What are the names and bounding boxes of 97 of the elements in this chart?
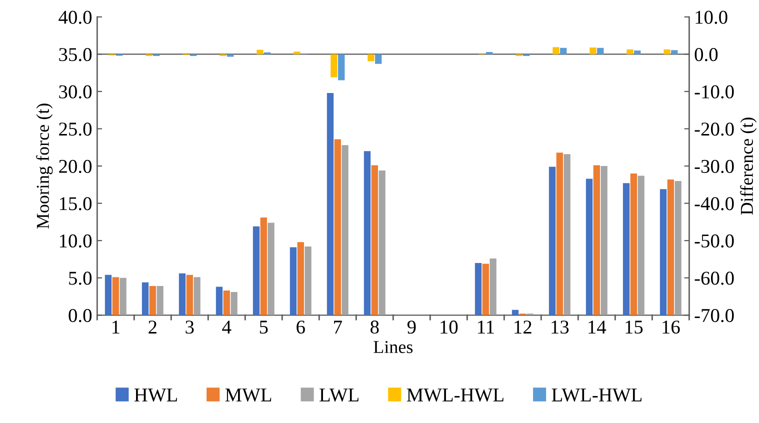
bar — [630, 173, 637, 316]
y-tick-label: 0.0 — [68, 308, 92, 322]
bar — [178, 273, 186, 316]
y2-tick-label: -10.0 — [694, 85, 734, 98]
x-tick-label: 7 — [334, 320, 342, 334]
bar — [268, 222, 274, 316]
bar — [375, 54, 382, 64]
x-tick-label: 11 — [478, 320, 494, 334]
bar — [552, 47, 560, 54]
x-tick-label: 15 — [626, 320, 643, 334]
bar — [548, 166, 556, 316]
x-tick-label: 9 — [407, 320, 416, 334]
y-tick-label: 10.0 — [60, 234, 92, 248]
bar — [297, 242, 304, 316]
bar — [326, 92, 334, 316]
bar — [482, 264, 489, 316]
bar — [622, 183, 630, 316]
bar — [586, 178, 593, 316]
y2-tick-label: -20.0 — [694, 122, 734, 136]
y-axis-title: Mooring force (t) — [36, 104, 53, 229]
bar — [590, 47, 596, 54]
x-tick-label: 6 — [296, 320, 305, 334]
bar — [104, 274, 112, 316]
bar — [156, 286, 164, 316]
y2-tick-label: -60.0 — [694, 272, 734, 285]
bar — [564, 154, 570, 316]
x-tick-label: 1 — [112, 320, 120, 334]
x-tick-label: 8 — [370, 320, 379, 334]
y-tick-label: 20.0 — [59, 160, 92, 174]
y2-tick-label: -70.0 — [694, 308, 734, 322]
bar — [634, 50, 641, 54]
bar — [120, 278, 126, 316]
bar — [638, 176, 644, 316]
bar — [223, 290, 230, 316]
bar — [334, 139, 341, 316]
bar — [378, 170, 386, 316]
bar — [260, 217, 267, 316]
bar — [474, 262, 482, 316]
bar — [256, 50, 264, 54]
bar — [674, 180, 682, 316]
y2-axis-title: Difference (t) — [740, 118, 757, 215]
bar — [371, 165, 378, 316]
bar — [330, 54, 338, 78]
bar — [364, 151, 371, 316]
bar — [671, 50, 678, 54]
legend-label: LWL — [320, 388, 358, 402]
x-tick-label: 12 — [514, 320, 532, 334]
y-tick-label: 35.0 — [59, 48, 92, 62]
x-tick-label: 4 — [222, 320, 232, 334]
x-tick-label: 14 — [588, 320, 606, 334]
bar — [593, 165, 600, 316]
bar — [660, 189, 667, 316]
x-tick-label: 13 — [552, 320, 569, 334]
bar — [227, 54, 234, 57]
legend-label: MWL — [225, 388, 272, 402]
y2-tick-label: -40.0 — [694, 197, 734, 210]
bar — [600, 166, 608, 316]
y-tick-label: 25.0 — [59, 122, 92, 136]
bar — [667, 179, 674, 316]
bar — [186, 274, 193, 316]
bar — [556, 152, 563, 316]
y-tick-label: 5.0 — [69, 272, 92, 285]
y2-tick-label: -30.0 — [694, 160, 734, 174]
bar — [560, 48, 567, 54]
x-tick-label: 2 — [148, 320, 156, 334]
legend-label: LWL-HWL — [552, 388, 642, 402]
bar — [626, 49, 634, 54]
y2-tick-label: 10.0 — [696, 10, 728, 24]
y2-tick-label: 0.0 — [694, 48, 718, 62]
bar — [342, 145, 348, 316]
bar — [252, 226, 260, 316]
bar — [490, 258, 496, 316]
bar — [194, 277, 200, 316]
bar — [216, 286, 223, 316]
y2-tick-label: -50.0 — [694, 234, 734, 248]
legend-label: MWL-HWL — [406, 388, 504, 402]
bar — [112, 277, 119, 316]
x-axis-title: Lines — [374, 340, 413, 354]
bar — [294, 52, 300, 54]
bar — [338, 54, 345, 80]
y-tick-label: 15.0 — [60, 197, 92, 210]
bar — [142, 282, 149, 316]
legend-label: HWL — [134, 388, 177, 402]
bar — [664, 49, 670, 54]
x-tick-label: 3 — [186, 320, 194, 334]
bar — [230, 292, 238, 316]
x-tick-label: 10 — [440, 320, 458, 334]
bar — [290, 247, 297, 316]
bar — [368, 54, 374, 62]
bar — [597, 48, 604, 54]
x-tick-label: 16 — [662, 320, 680, 334]
bar — [512, 310, 519, 316]
bar — [304, 246, 312, 316]
y-tick-label: 30.0 — [59, 85, 92, 98]
bar — [149, 286, 156, 316]
x-tick-label: 5 — [260, 320, 268, 334]
y-tick-label: 40.0 — [58, 10, 92, 24]
